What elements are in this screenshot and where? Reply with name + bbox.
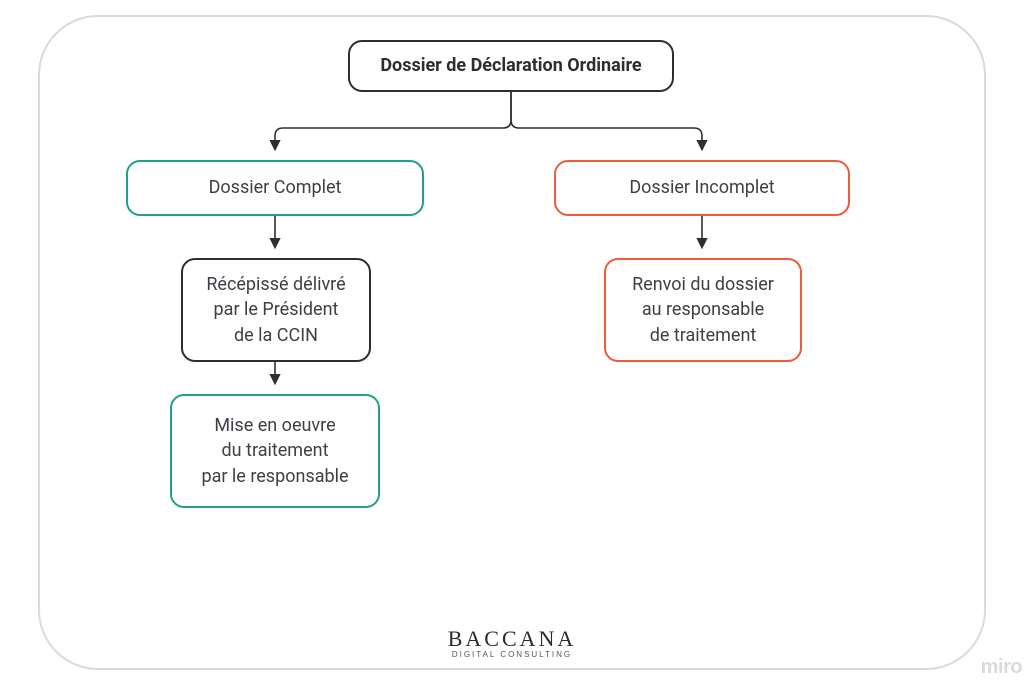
miro-watermark: miro bbox=[981, 656, 1022, 679]
brand-logo: BACCANA DIGITAL CONSULTING bbox=[448, 626, 577, 659]
node-recepisse: Récépissé délivré par le Président de la… bbox=[181, 258, 371, 362]
brand-name: BACCANA bbox=[448, 626, 577, 652]
node-root: Dossier de Déclaration Ordinaire bbox=[348, 40, 674, 92]
node-incomplet: Dossier Incomplet bbox=[554, 160, 850, 216]
node-renvoi: Renvoi du dossier au responsable de trai… bbox=[604, 258, 802, 362]
node-complet: Dossier Complet bbox=[126, 160, 424, 216]
brand-tagline: DIGITAL CONSULTING bbox=[448, 650, 577, 659]
node-mise: Mise en oeuvre du traitement par le resp… bbox=[170, 394, 380, 508]
